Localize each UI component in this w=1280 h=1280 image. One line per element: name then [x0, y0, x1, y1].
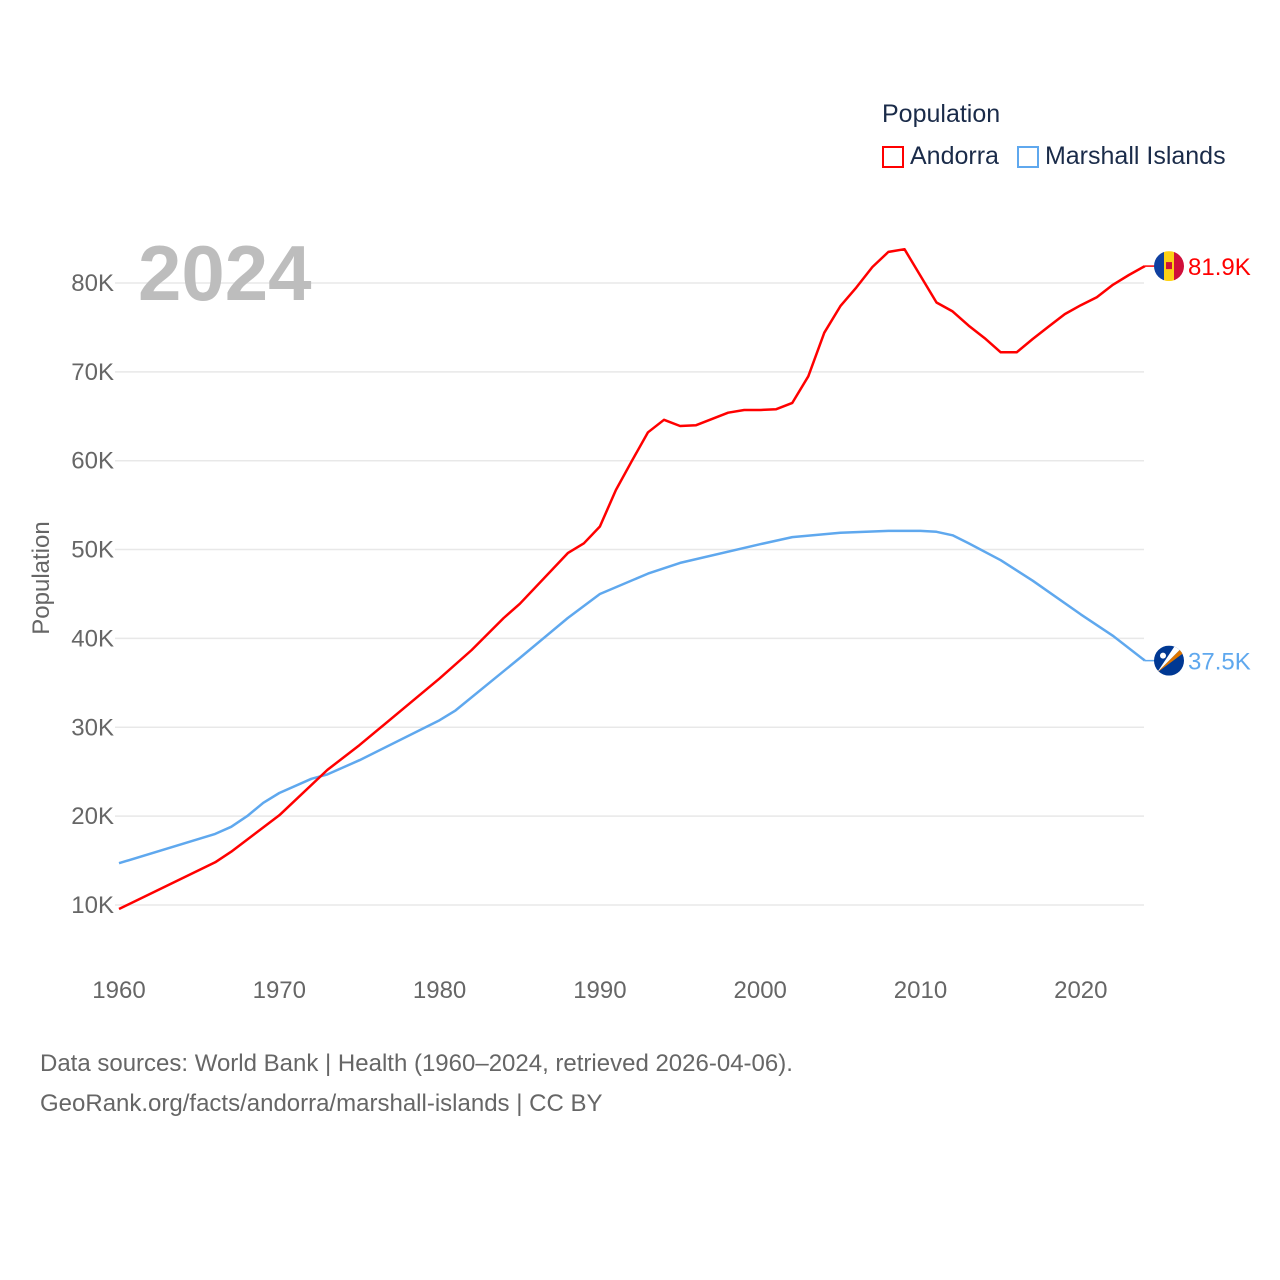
legend-label: Marshall Islands [1044, 142, 1226, 170]
flag-band [1174, 251, 1184, 282]
flag-emblem [1166, 262, 1172, 270]
legend-swatch-marshall-islands [1016, 145, 1039, 168]
x-tick-label: 1980 [413, 977, 466, 1004]
legend-title: Population [882, 100, 1001, 128]
x-tick-label: 1990 [573, 977, 626, 1004]
flag-stripe [1157, 645, 1184, 673]
flag-star [1160, 652, 1166, 659]
y-tick-label: 10K [71, 892, 114, 919]
y-tick-label: 40K [71, 625, 114, 652]
footer: Data sources: World Bank | Health (1960–… [40, 1044, 793, 1124]
andorra-flag-icon [1154, 251, 1184, 282]
legend: Andorra Marshall Islands [882, 142, 1226, 171]
y-tick-label: 70K [71, 359, 114, 386]
flag-band [1154, 251, 1164, 282]
series-line-andorra [118, 247, 1146, 911]
source-url-text: GeoRank.org/facts/andorra/marshall-islan… [40, 1090, 603, 1117]
marshall-islands-flag-icon [1154, 645, 1184, 676]
y-tick-label: 80K [71, 270, 114, 297]
data-source-text: Data sources: World Bank | Health (1960–… [40, 1050, 793, 1077]
x-tick-label: 1960 [92, 977, 145, 1004]
y-axis-label: Population [28, 521, 55, 635]
legend-item-marshall-islands[interactable]: Marshall Islands [1016, 142, 1226, 171]
flag-fill [1154, 645, 1184, 676]
legend-item-andorra[interactable]: Andorra [882, 142, 999, 171]
y-tick-label: 30K [71, 714, 114, 741]
legend-swatch-andorra [882, 145, 904, 168]
end-value-label: 37.5K [1188, 649, 1251, 676]
x-tick-label: 2010 [894, 977, 947, 1004]
x-tick-label: 1970 [253, 977, 306, 1004]
series-line-marshall-islands [118, 529, 1146, 865]
end-value-label: 81.9K [1188, 254, 1251, 281]
legend-label: Andorra [910, 142, 999, 170]
year-label: 2024 [138, 229, 312, 317]
x-tick-label: 2020 [1054, 977, 1107, 1004]
x-tick-label: 2000 [734, 977, 787, 1004]
y-tick-label: 60K [71, 448, 114, 475]
y-tick-label: 20K [71, 803, 114, 830]
flag-fill [1154, 251, 1184, 282]
y-tick-label: 50K [71, 537, 114, 564]
